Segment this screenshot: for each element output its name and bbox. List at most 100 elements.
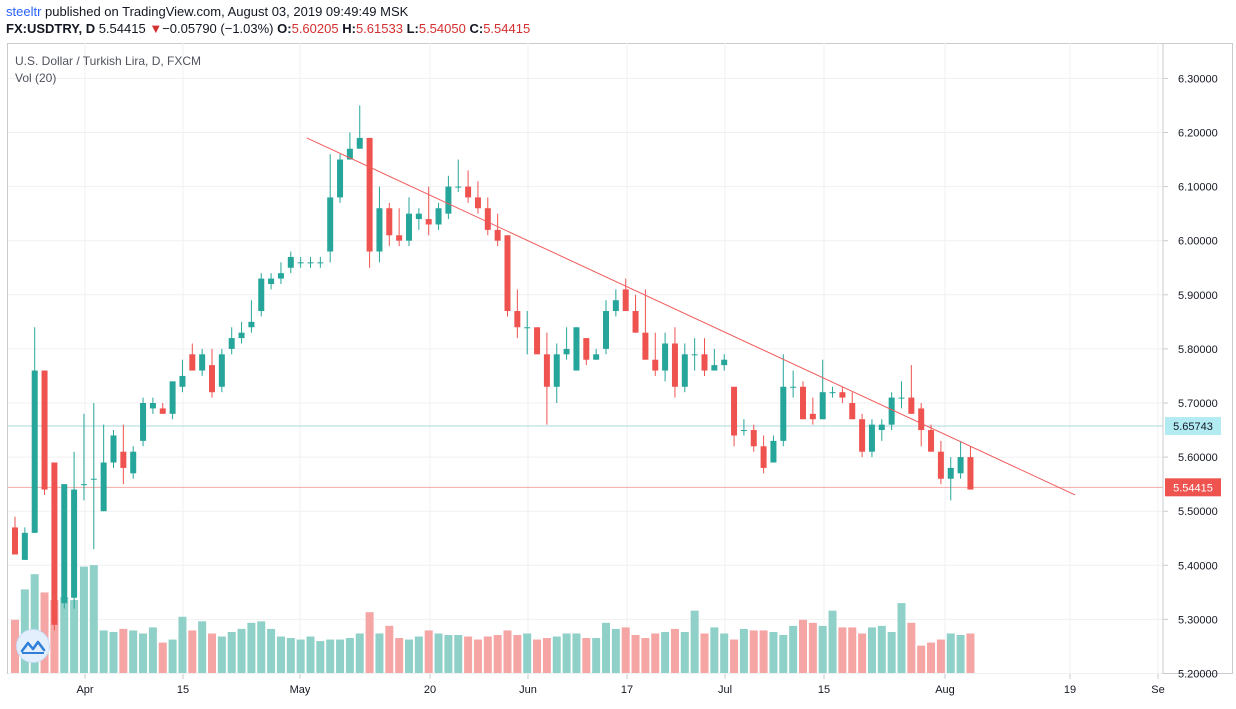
volume-bar	[70, 600, 79, 673]
candle-body	[780, 386, 787, 441]
volume-bar	[30, 574, 39, 673]
author-link[interactable]: steeltr	[6, 4, 42, 19]
candle-body	[238, 332, 245, 339]
y-tick-label: 6.30000	[1178, 73, 1218, 85]
volume-bar	[670, 628, 679, 673]
price-badge-a	[1165, 417, 1221, 436]
volume-bar	[542, 638, 551, 673]
y-tick-label: 5.90000	[1178, 290, 1218, 302]
ohlc-line: FX:USDTRY, D 5.54415 ▼−0.05790 (−1.03%) …	[6, 21, 530, 36]
candle-body	[573, 327, 580, 371]
volume-bar	[296, 639, 305, 673]
volume-bar	[877, 625, 886, 673]
volume-legend: Vol (20)	[15, 71, 57, 85]
volume-bar	[680, 631, 689, 673]
candle-body	[642, 332, 649, 360]
candle-body	[504, 235, 511, 312]
candle-body	[337, 159, 344, 198]
volume-bar	[582, 638, 591, 673]
candle-body	[130, 451, 137, 474]
candle-body	[849, 403, 856, 420]
volume-bar	[355, 633, 364, 673]
candle-body	[731, 386, 738, 436]
volume-bar	[483, 636, 492, 673]
candle-body	[888, 397, 895, 425]
candle-body	[386, 208, 393, 236]
volume-bar	[552, 636, 561, 673]
candle-body	[90, 478, 97, 480]
candle-body	[563, 348, 570, 355]
volume-bar	[208, 633, 216, 673]
candle-body	[967, 457, 974, 490]
volume-bar	[444, 635, 453, 673]
candle-body	[612, 300, 619, 312]
volume-bar	[434, 633, 443, 673]
volume-bar	[651, 633, 660, 673]
tradingview-logo-icon[interactable]	[16, 629, 50, 663]
volume-bar	[602, 622, 610, 673]
candle-body	[770, 440, 777, 463]
volume-bar	[789, 625, 798, 673]
candle-body	[327, 197, 334, 252]
candle-body	[878, 424, 885, 431]
volume-bar	[621, 627, 630, 673]
candle-body	[543, 354, 550, 387]
candle-body	[169, 381, 176, 414]
candles	[12, 105, 974, 631]
candle-body	[711, 365, 718, 371]
candle-body	[179, 375, 186, 387]
candle-body	[681, 354, 688, 387]
candle-body	[435, 208, 442, 225]
volume-bar	[464, 636, 473, 673]
candle-body	[918, 408, 925, 431]
high-label: H:	[342, 21, 356, 36]
candle-body	[534, 327, 541, 355]
time-axis: Apr 15 May 20 Jun 17 Jul 15 Aug 19 Se	[76, 674, 1165, 696]
volume-bar	[267, 628, 276, 673]
volume-bar	[178, 616, 187, 673]
volume-bar	[848, 627, 857, 673]
chart-title: U.S. Dollar / Turkish Lira, D, FXCM	[15, 54, 202, 68]
volume-bar	[592, 638, 601, 673]
volume-bar	[720, 633, 729, 673]
volume-bar	[493, 635, 502, 673]
volume-bar	[946, 633, 955, 673]
volume-bar	[710, 627, 719, 673]
candle-body	[287, 256, 294, 268]
open-value: 5.60205	[291, 21, 339, 36]
y-tick-label: 5.70000	[1178, 398, 1218, 410]
candle-body	[790, 386, 797, 388]
volume-bar	[808, 622, 817, 673]
candle-body	[603, 311, 609, 349]
volume-bar	[345, 638, 354, 673]
volume-bar	[257, 621, 266, 673]
candle-body	[524, 327, 531, 329]
high-value: 5.61533	[355, 21, 403, 36]
volume-bars	[11, 565, 975, 673]
close-label: C:	[469, 21, 484, 36]
candle-body	[908, 397, 915, 414]
candle-body	[346, 148, 353, 160]
volume-bar	[129, 630, 138, 673]
price-badges: 5.65743 5.54415	[1165, 417, 1221, 497]
candle-body	[947, 467, 954, 479]
candle-body	[898, 397, 905, 399]
volume-bar	[749, 630, 758, 673]
y-tick-label: 5.40000	[1178, 560, 1218, 572]
candle-body	[376, 208, 383, 252]
volume-bar	[739, 628, 748, 673]
price-badge-a-label: 5.65743	[1173, 421, 1213, 433]
candle-body	[583, 338, 590, 360]
volume-bar	[572, 633, 581, 673]
candle-body	[209, 365, 215, 393]
x-tick-label: May	[290, 684, 311, 696]
publish-text: published on TradingView.com, August 03,…	[41, 4, 409, 19]
volume-bar	[641, 638, 650, 673]
candle-body	[928, 430, 935, 452]
candle-body	[868, 424, 875, 452]
volume-bar	[779, 635, 788, 673]
candle-body	[12, 527, 18, 555]
volume-bar	[395, 638, 404, 673]
candle-body	[740, 430, 747, 432]
